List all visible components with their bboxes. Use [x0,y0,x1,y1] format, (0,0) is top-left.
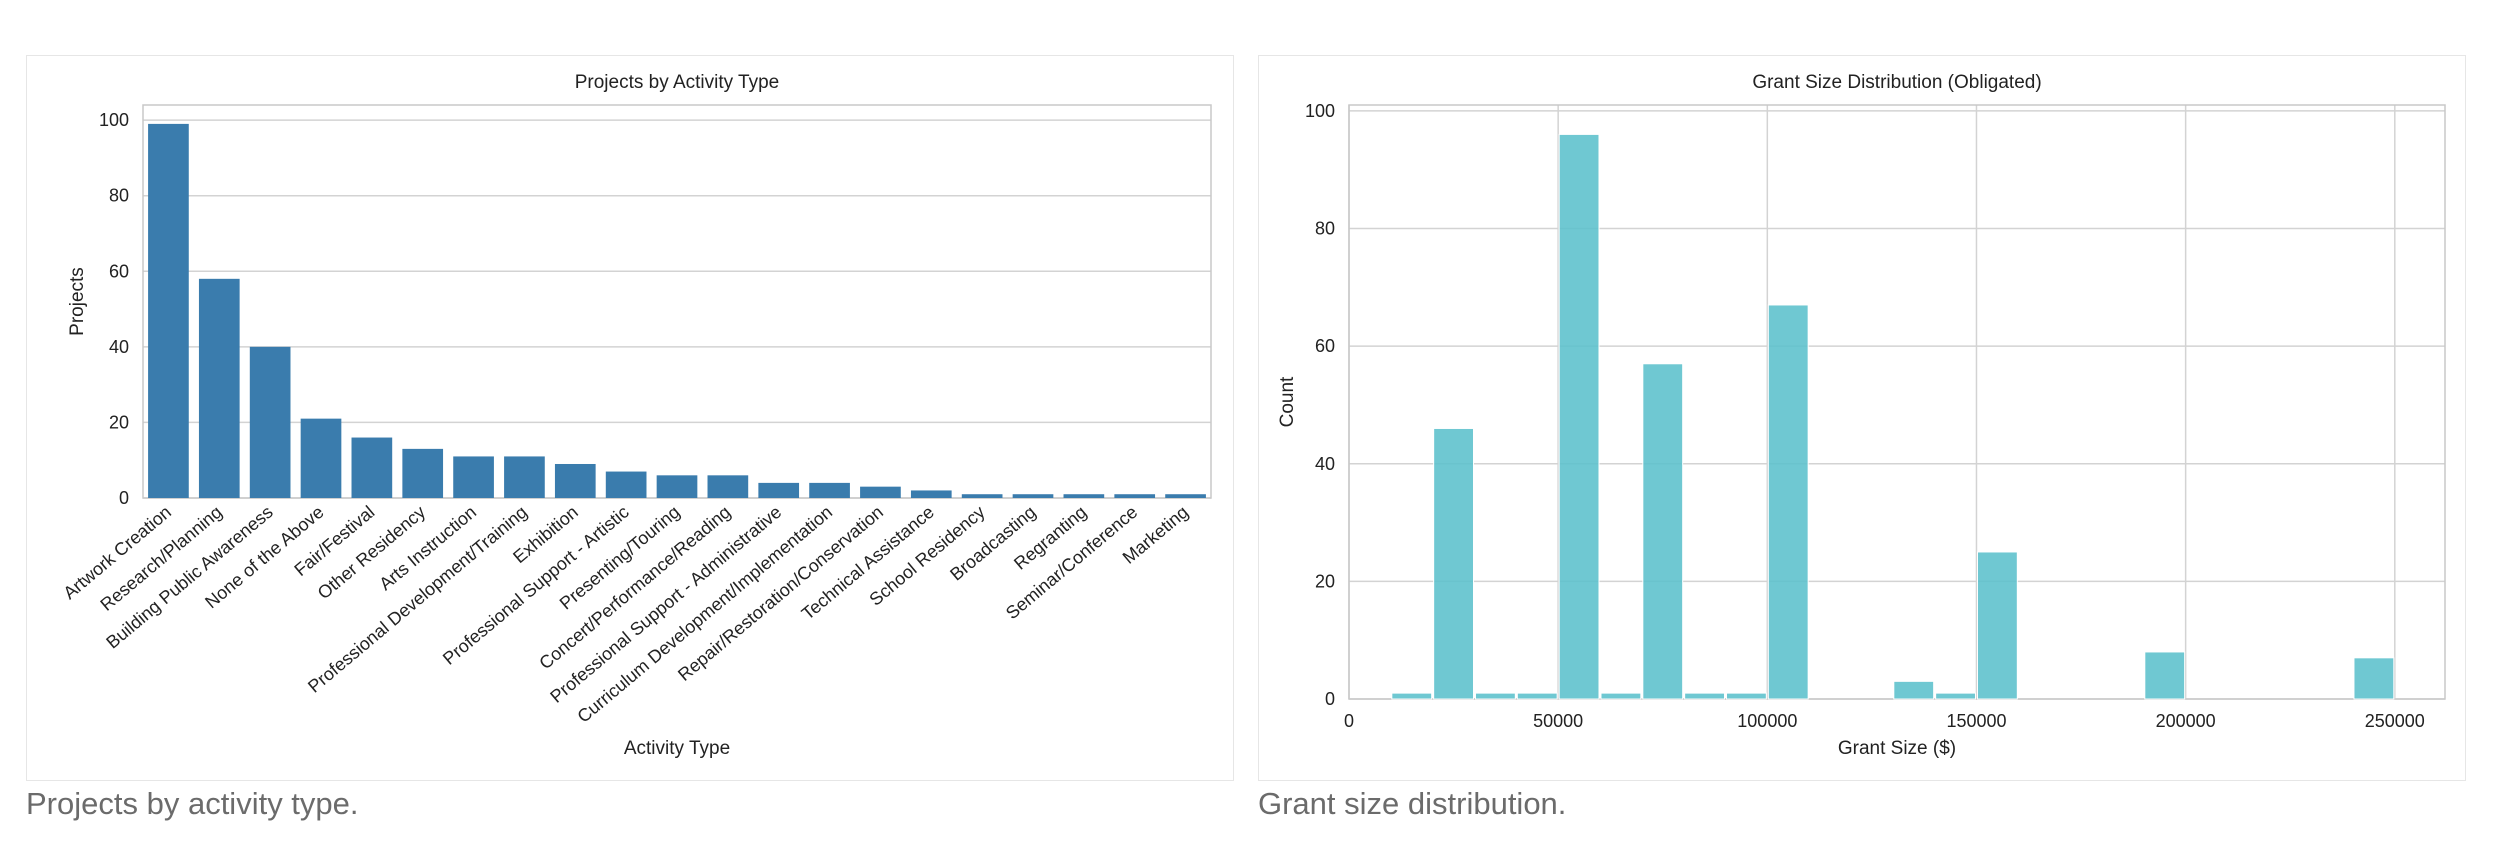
y-axis-label: Count [1277,376,1298,427]
histogram-bar [1893,680,1935,700]
histogram-bar [1600,692,1642,700]
x-tick-label: 200000 [2156,711,2216,731]
y-tick-label: 100 [99,110,129,130]
bar [351,437,393,498]
bar [249,346,291,498]
y-tick-label: 40 [109,337,129,357]
plot-frame [1348,104,2446,700]
y-tick-label: 0 [1325,689,1335,709]
bar [809,482,850,498]
y-tick-label: 80 [109,186,129,206]
histogram-bar [1684,692,1725,700]
bar [554,463,596,498]
bar [758,482,800,498]
bar [148,123,189,499]
histogram-bar [1642,363,1684,700]
histogram-bar [1558,133,1600,700]
histogram-bar [1767,304,1809,700]
bar [656,475,698,498]
x-tick-label: 50000 [1533,711,1583,731]
x-tick-label: 150000 [1946,711,2006,731]
histogram-bar [1725,692,1767,700]
y-tick-label: 60 [1315,336,1335,356]
x-axis-label: Activity Type [624,738,730,759]
bar [300,418,342,498]
y-tick-label: 20 [109,412,129,432]
y-tick-label: 0 [119,488,129,508]
histogram-bar [1391,692,1433,700]
x-tick-label: 0 [1344,711,1354,731]
histogram-bar [2353,657,2395,700]
bar [1063,494,1105,498]
bar [961,494,1003,498]
y-axis-label: Projects [67,267,88,336]
y-tick-label: 100 [1305,101,1335,121]
chart-title: Grant Size Distribution (Obligated) [1752,72,2041,93]
grant-size-histogram: 0 20 40 60 80 100 0 50000 100000 150000 200000 2500… [1277,72,2446,759]
y-tick-label: 40 [1315,454,1335,474]
x-tick-label: 250000 [2365,711,2425,731]
x-axis-label: Grant Size ($) [1838,738,1956,759]
bar [1165,494,1206,498]
grant-size-chart-caption: Grant size distribution. [1258,786,1567,821]
chart-title: Projects by Activity Type [575,72,780,93]
y-tick-label: 60 [109,261,129,281]
bar [198,278,240,498]
bar [910,490,952,498]
bar [1114,494,1156,498]
y-tick-label: 20 [1315,571,1335,591]
bar [605,471,647,498]
histogram-bar [1433,427,1474,700]
bar [707,475,749,498]
bar [860,486,901,498]
x-tick-label: 100000 [1737,711,1797,731]
bar [1012,494,1054,498]
histogram-bar [2144,651,2186,700]
grant-size-chart-panel: 0 20 40 60 80 100 0 50000 100000 150000 200000 2500… [1258,55,2466,781]
y-tick-label: 80 [1315,219,1335,239]
histogram-bar [1976,551,2018,700]
activity-chart-panel: 0 20 40 60 80 100 Artwork Creation Research/Pla… [26,55,1234,781]
histogram-bar [1474,692,1516,700]
histogram-bar [1516,692,1558,700]
histogram-bar [1935,692,1976,700]
activity-chart-caption: Projects by activity type. [26,786,359,821]
bar [402,448,444,498]
bar [453,456,494,498]
bar [504,456,545,498]
